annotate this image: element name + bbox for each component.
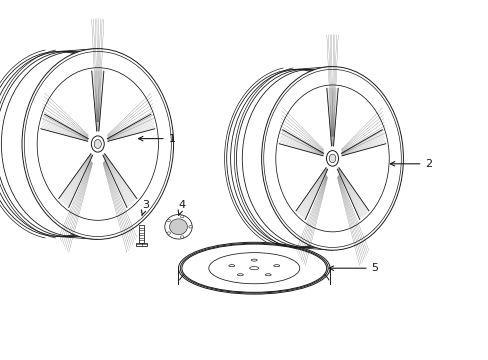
Ellipse shape bbox=[91, 136, 104, 152]
Ellipse shape bbox=[180, 215, 183, 218]
Ellipse shape bbox=[182, 244, 326, 292]
Text: 4: 4 bbox=[178, 200, 185, 216]
Ellipse shape bbox=[273, 265, 279, 267]
Ellipse shape bbox=[228, 265, 234, 267]
Ellipse shape bbox=[237, 274, 243, 276]
Bar bbox=[139, 225, 144, 243]
Ellipse shape bbox=[188, 226, 192, 228]
Ellipse shape bbox=[264, 274, 270, 276]
Ellipse shape bbox=[167, 232, 170, 234]
Ellipse shape bbox=[326, 150, 338, 166]
Text: 2: 2 bbox=[389, 159, 432, 169]
Text: 1: 1 bbox=[138, 134, 175, 144]
Text: 5: 5 bbox=[328, 263, 378, 273]
Ellipse shape bbox=[22, 49, 173, 239]
Ellipse shape bbox=[94, 140, 101, 148]
Text: 3: 3 bbox=[141, 200, 148, 216]
Ellipse shape bbox=[169, 219, 187, 235]
Ellipse shape bbox=[164, 215, 192, 239]
Ellipse shape bbox=[180, 236, 183, 238]
Ellipse shape bbox=[167, 219, 170, 222]
Ellipse shape bbox=[251, 259, 257, 261]
Bar bbox=[136, 243, 147, 246]
Ellipse shape bbox=[328, 154, 335, 163]
Ellipse shape bbox=[261, 67, 403, 250]
Ellipse shape bbox=[249, 267, 258, 270]
